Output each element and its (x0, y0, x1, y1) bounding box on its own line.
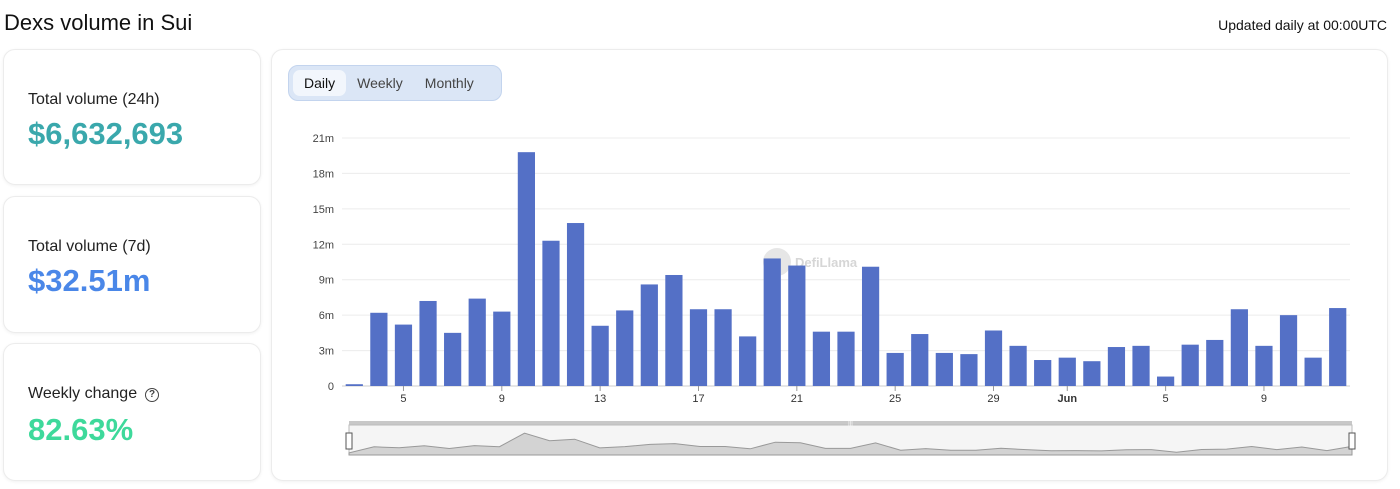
y-tick-label: 9m (319, 275, 334, 287)
stat-value-24h: $6,632,693 (28, 116, 184, 151)
bar (616, 310, 634, 386)
y-tick-label: 15m (313, 204, 334, 216)
x-tick-label: 5 (400, 393, 406, 405)
slider-track (349, 421, 1352, 426)
x-tick-label: Jun (1057, 393, 1077, 405)
y-tick-label: 12m (313, 239, 334, 251)
stat-card-weekly-change: Weekly change? 82.63% (3, 343, 261, 481)
bar (837, 331, 855, 386)
bar (911, 334, 929, 386)
stat-card-7d: Total volume (7d) $32.51m (3, 196, 261, 333)
x-tick-label: 29 (987, 393, 999, 405)
x-tick-label: 13 (594, 393, 606, 405)
slider-grip-icon: ||| (848, 421, 853, 427)
stat-label-weekly-change: Weekly change (28, 385, 138, 402)
tab-weekly[interactable]: Weekly (357, 75, 403, 91)
stat-label-24h: Total volume (24h) (28, 91, 160, 108)
slider-handle-left[interactable] (345, 432, 353, 450)
y-tick-label: 21m (313, 133, 334, 145)
stat-value-7d: $32.51m (28, 263, 151, 298)
bar (493, 311, 511, 386)
bar (1009, 345, 1027, 386)
y-tick-label: 18m (313, 168, 334, 180)
x-tick-label: 25 (889, 393, 901, 405)
bar (566, 223, 585, 386)
bar (542, 240, 560, 386)
bar (419, 300, 437, 386)
x-tick-label: 5 (1163, 393, 1169, 405)
x-tick-label: 21 (791, 393, 803, 405)
bar (812, 331, 831, 386)
bar (1255, 345, 1273, 386)
bar (763, 258, 781, 386)
stat-label-weekly-change-row: Weekly change? (28, 385, 160, 403)
bar (345, 384, 363, 386)
bar (591, 325, 609, 386)
bar (1329, 308, 1347, 386)
bar (394, 324, 413, 386)
volume-bar-chart: 0 3m 6m 9m 12m 15m 18m 21m DefiLlama 5 9 13 17 21 25 29… (313, 133, 1356, 456)
bar (689, 309, 708, 386)
bar (640, 284, 658, 386)
stat-label-7d: Total volume (7d) (28, 238, 151, 255)
stat-card-24h: Total volume (24h) $6,632,693 (3, 49, 261, 185)
bar (1058, 357, 1076, 386)
bar (1083, 361, 1101, 386)
bar (1181, 344, 1199, 386)
bar (960, 354, 978, 386)
page-title: Dexs volume in Sui (4, 10, 193, 35)
bar (739, 336, 757, 386)
bar (788, 265, 806, 386)
bar (935, 352, 953, 386)
tab-daily[interactable]: Daily (293, 70, 347, 96)
bar (444, 332, 462, 386)
stat-value-weekly-change: 82.63% (28, 412, 134, 447)
chart-card: Daily Weekly Monthly 0 3m 6m 9m 12m 15m 18m 21m… (271, 49, 1388, 481)
question-circle-icon[interactable]: ? (145, 388, 160, 402)
bar (984, 330, 1003, 386)
bar (1279, 315, 1298, 386)
y-tick-label: 3m (319, 346, 334, 358)
bar (1034, 360, 1052, 386)
bar (1107, 347, 1126, 386)
bar (665, 274, 683, 386)
bar (1206, 339, 1224, 386)
period-tabs: Daily Weekly Monthly (288, 65, 502, 101)
bar (886, 352, 904, 386)
bar (861, 266, 880, 386)
bar (468, 298, 486, 386)
tab-monthly[interactable]: Monthly (424, 75, 474, 91)
slider-preview-area (348, 432, 1353, 456)
bar (370, 312, 388, 386)
x-tick-label: 9 (499, 393, 505, 405)
bar (1132, 345, 1150, 386)
slider-handle-right[interactable] (1348, 432, 1356, 450)
bar (517, 152, 535, 386)
update-schedule-text: Updated daily at 00:00UTC (1218, 17, 1387, 33)
watermark-text: DefiLlama (795, 255, 858, 270)
y-tick-label: 0 (328, 381, 334, 393)
bar (1230, 309, 1248, 386)
y-tick-label: 6m (319, 310, 334, 322)
bar (714, 309, 732, 386)
x-tick-label: 17 (692, 393, 704, 405)
x-tick-label: 9 (1261, 393, 1267, 405)
bar (1304, 357, 1322, 386)
bar (1157, 376, 1175, 386)
